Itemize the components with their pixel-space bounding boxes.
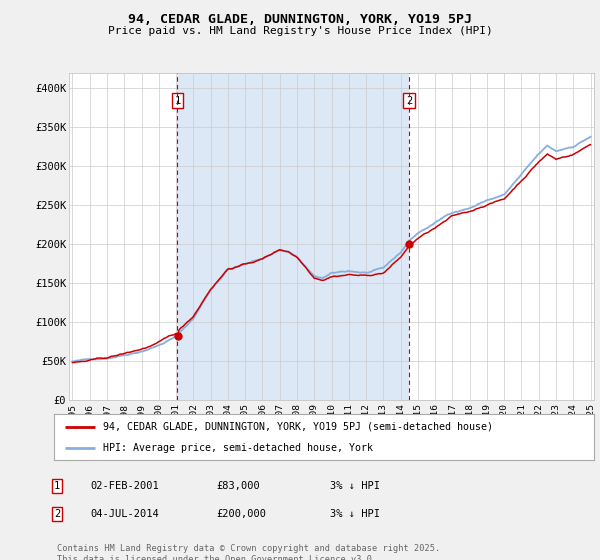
Text: 2: 2 (54, 509, 60, 519)
Text: 04-JUL-2014: 04-JUL-2014 (90, 509, 159, 519)
Text: 3% ↓ HPI: 3% ↓ HPI (330, 481, 380, 491)
Text: 02-FEB-2001: 02-FEB-2001 (90, 481, 159, 491)
Text: Price paid vs. HM Land Registry's House Price Index (HPI): Price paid vs. HM Land Registry's House … (107, 26, 493, 36)
Text: 1: 1 (54, 481, 60, 491)
Text: HPI: Average price, semi-detached house, York: HPI: Average price, semi-detached house,… (103, 443, 373, 453)
Text: 3% ↓ HPI: 3% ↓ HPI (330, 509, 380, 519)
Text: 2: 2 (406, 96, 412, 106)
Text: 94, CEDAR GLADE, DUNNINGTON, YORK, YO19 5PJ: 94, CEDAR GLADE, DUNNINGTON, YORK, YO19 … (128, 13, 472, 26)
Text: £200,000: £200,000 (216, 509, 266, 519)
Text: 94, CEDAR GLADE, DUNNINGTON, YORK, YO19 5PJ (semi-detached house): 94, CEDAR GLADE, DUNNINGTON, YORK, YO19 … (103, 422, 493, 432)
Bar (178, 73, 409, 400)
Text: Contains HM Land Registry data © Crown copyright and database right 2025.
This d: Contains HM Land Registry data © Crown c… (57, 544, 440, 560)
Text: 1: 1 (175, 96, 181, 106)
Text: £83,000: £83,000 (216, 481, 260, 491)
